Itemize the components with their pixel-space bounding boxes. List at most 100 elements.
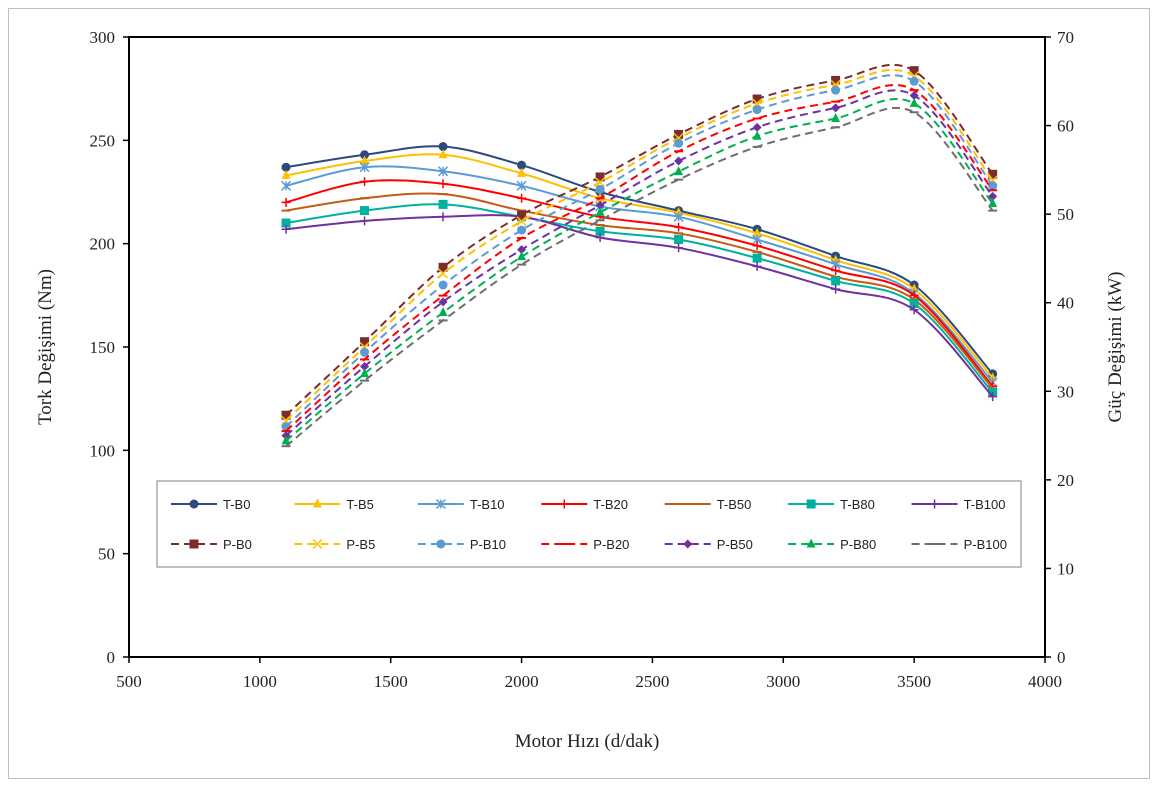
y2-tick-label: 20 xyxy=(1057,471,1074,490)
x-tick-label: 1000 xyxy=(243,672,277,691)
data-point-p-b80-2000 xyxy=(517,251,527,261)
legend-marker-t-b5 xyxy=(312,498,322,508)
legend-marker-t-b20 xyxy=(559,499,569,509)
data-point-t-b10-1100 xyxy=(280,180,292,191)
x-axis-title: Motor Hızı (d/dak) xyxy=(515,731,660,752)
data-point-p-b50-3800 xyxy=(988,191,998,201)
data-point-p-b5-1700 xyxy=(438,268,449,279)
data-point-t-b100-1400 xyxy=(360,216,370,226)
series-t-b100 xyxy=(281,212,998,402)
legend-label-p-b50: P-B50 xyxy=(717,537,753,552)
data-point-p-b0-2600 xyxy=(674,129,684,139)
legend-label-p-b10: P-B10 xyxy=(470,537,506,552)
data-point-t-b80-1700 xyxy=(438,199,448,209)
legend-label-t-b100: T-B100 xyxy=(964,497,1006,512)
x-tick-label: 4000 xyxy=(1028,672,1062,691)
data-point-t-b0-2000 xyxy=(517,160,527,170)
legend-item-p-b5: P-B5 xyxy=(294,537,375,552)
legend-item-p-b100: P-B100 xyxy=(911,537,1007,552)
legend-marker-t-b0 xyxy=(189,499,199,509)
data-point-p-b10-2000 xyxy=(517,225,527,235)
legend-label-p-b20: P-B20 xyxy=(593,537,629,552)
legend-label-p-b0: P-B0 xyxy=(223,537,252,552)
data-point-p-b80-1100 xyxy=(281,435,291,445)
legend-marker-p-b80 xyxy=(806,538,816,548)
data-point-t-b100-2900 xyxy=(752,261,762,271)
series-p-b0 xyxy=(281,63,998,420)
legend-label-p-b80: P-B80 xyxy=(840,537,876,552)
data-point-t-b10-2600 xyxy=(673,211,684,222)
legend-marker-t-b10 xyxy=(435,498,446,510)
axes-layer: 500 1000 1500 2000 2500 3000 3500 4000050100150… xyxy=(90,28,1075,691)
legend-item-p-b80: P-B80 xyxy=(788,537,876,552)
series-layer xyxy=(280,63,998,448)
data-point-p-b0-2000 xyxy=(517,210,527,220)
legend-item-t-b100: T-B100 xyxy=(911,497,1006,512)
data-point-p-b10-3500 xyxy=(909,76,919,86)
x-tick-label: 3500 xyxy=(897,672,931,691)
data-point-p-b50-2000 xyxy=(517,245,527,255)
data-point-t-b80-3500 xyxy=(909,299,919,309)
data-point-p-b0-2900 xyxy=(752,94,762,104)
data-point-t-b10-1400 xyxy=(359,162,370,173)
data-point-p-b50-1700 xyxy=(438,297,448,307)
series-line-p-b0 xyxy=(285,63,994,416)
x-tick-label: 3000 xyxy=(766,672,800,691)
series-line-p-b10 xyxy=(285,74,994,428)
y-axis-title: Tork Değişimi (Nm) xyxy=(35,269,56,425)
legend-item-p-b20: P-B20 xyxy=(541,537,629,552)
data-point-t-b100-1700 xyxy=(438,212,448,222)
data-point-t-b100-3200 xyxy=(831,284,841,294)
data-point-p-b50-3500 xyxy=(909,90,919,100)
y-tick-label: 200 xyxy=(90,235,116,254)
data-point-p-b50-2900 xyxy=(752,122,762,132)
data-point-p-b80-3800 xyxy=(988,198,998,208)
x-tick-label: 1500 xyxy=(374,672,408,691)
data-point-p-b10-2300 xyxy=(595,184,605,194)
y2-tick-label: 0 xyxy=(1057,648,1066,667)
data-point-t-b20-3200 xyxy=(831,266,841,276)
data-point-t-b80-2900 xyxy=(752,253,762,263)
data-point-t-b80-2600 xyxy=(674,235,684,245)
data-point-t-b5-2900 xyxy=(752,227,762,237)
series-line-p-b80 xyxy=(285,98,994,442)
data-point-p-b80-1700 xyxy=(438,306,448,316)
legend-item-t-b20: T-B20 xyxy=(541,497,628,512)
data-point-t-b100-3500 xyxy=(909,305,919,315)
y2-tick-label: 60 xyxy=(1057,117,1074,136)
data-point-t-b20-1700 xyxy=(438,179,448,189)
legend-marker-p-b0 xyxy=(189,539,199,549)
data-point-p-b10-2900 xyxy=(752,105,762,115)
data-point-p-b10-3800 xyxy=(988,181,998,191)
series-line-t-b80 xyxy=(285,203,994,394)
y-tick-label: 50 xyxy=(98,545,115,564)
data-point-t-b80-1100 xyxy=(281,218,291,228)
legend: T-B0 T-B5 T-B10 T-B20 T-B50 T-B80 T-B100 P-B0 P-… xyxy=(156,480,1022,568)
data-point-t-b10-2000 xyxy=(516,180,527,191)
data-point-t-b0-1100 xyxy=(281,162,291,172)
data-point-p-b10-3200 xyxy=(831,85,841,95)
data-point-t-b10-1700 xyxy=(438,166,449,177)
legend-marker-t-b80 xyxy=(806,499,816,509)
x-tick-label: 2000 xyxy=(505,672,539,691)
data-point-p-b80-3500 xyxy=(909,97,919,107)
legend-item-p-b50: P-B50 xyxy=(664,537,753,552)
legend-label-t-b20: T-B20 xyxy=(593,497,628,512)
y2-tick-label: 30 xyxy=(1057,382,1074,401)
data-point-t-b5-1400 xyxy=(360,155,370,165)
data-point-p-b50-2300 xyxy=(595,200,605,210)
y2-tick-label: 50 xyxy=(1057,205,1074,224)
data-point-t-b0-1700 xyxy=(438,142,448,152)
data-point-t-b20-2600 xyxy=(674,222,684,232)
data-point-p-b0-3200 xyxy=(831,75,841,85)
data-point-p-b0-1100 xyxy=(281,410,291,420)
legend-marker-p-b5 xyxy=(312,538,323,550)
series-p-b80 xyxy=(281,97,998,445)
data-point-p-b5-2300 xyxy=(595,177,606,188)
y2-tick-label: 70 xyxy=(1057,28,1074,47)
data-point-t-b80-2300 xyxy=(595,226,605,236)
data-point-p-b0-1700 xyxy=(438,262,448,272)
x-tick-label: 500 xyxy=(116,672,142,691)
data-point-p-b5-2000 xyxy=(516,216,527,227)
legend-label-t-b50: T-B50 xyxy=(717,497,752,512)
